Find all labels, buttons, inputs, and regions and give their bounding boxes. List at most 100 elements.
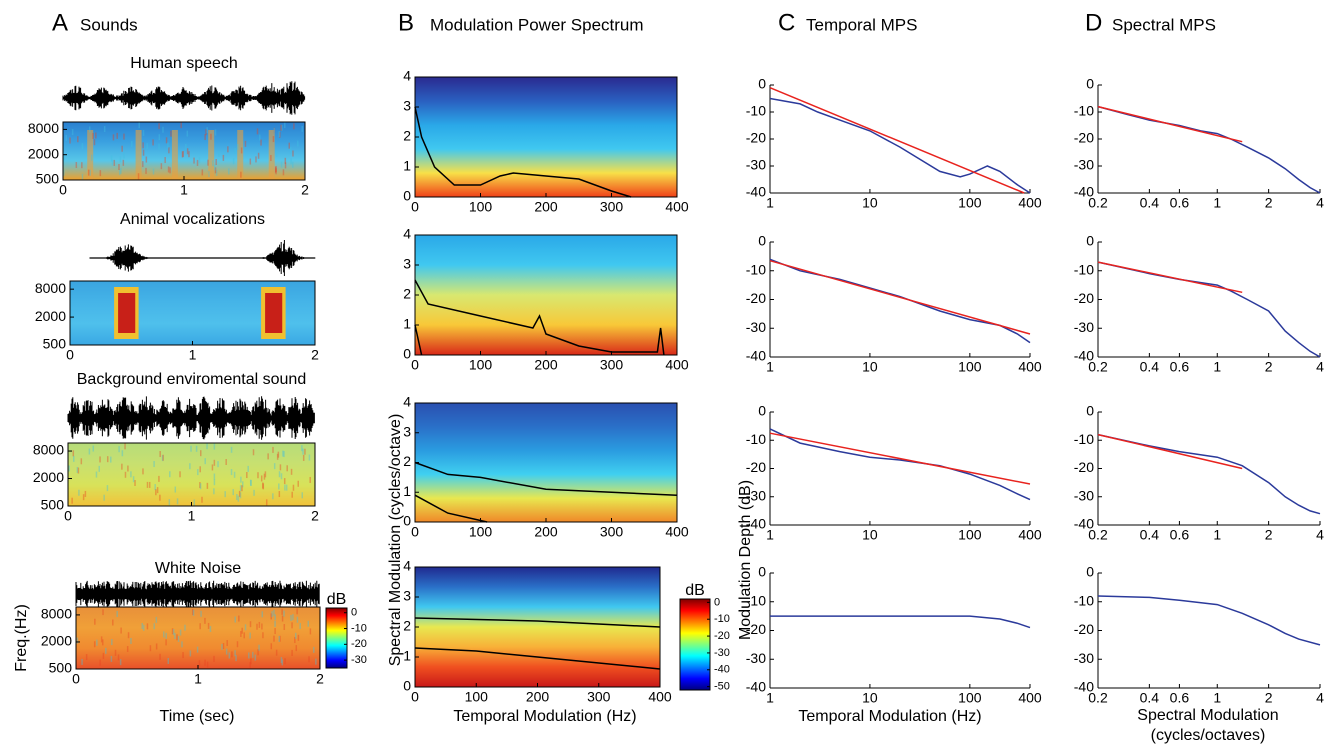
heatmap-texture: [204, 617, 206, 624]
heatmap-texture: [172, 629, 175, 636]
heatmap-texture: [211, 464, 214, 471]
y-tick-label: 500: [36, 171, 60, 187]
y-tick-label: -10: [1074, 103, 1094, 119]
heatmap-texture: [234, 147, 236, 154]
line: [1097, 433, 1243, 470]
x-tick-label: 400: [665, 524, 689, 540]
heatmap-texture: [302, 448, 304, 455]
y-tick-label: 500: [43, 336, 67, 352]
heatmap-texture: [281, 608, 283, 615]
y-tick-label: 1: [403, 483, 411, 499]
heatmap-texture: [110, 155, 113, 162]
heatmap-texture: [292, 161, 294, 168]
heatmap-texture: [81, 173, 84, 180]
heatmap-texture: [84, 490, 87, 497]
heatmap-texture: [264, 471, 267, 478]
heatmap-texture: [285, 484, 288, 491]
heatmap-texture: [152, 168, 155, 175]
heatmap-texture: [120, 167, 122, 174]
x-tick-label: 1: [766, 359, 774, 375]
heatmap-texture: [111, 159, 114, 166]
heatmap-texture: [278, 491, 281, 498]
x-tick-label: 0: [411, 199, 419, 215]
heatmap-texture: [261, 623, 263, 630]
heatmap-texture: [280, 161, 283, 168]
panel-title: Spectral MPS: [1112, 15, 1216, 34]
heatmap-texture: [118, 446, 120, 453]
heatmap-texture: [278, 483, 280, 490]
x-tick-label: 100: [958, 195, 982, 211]
x-tick-label: 200: [526, 689, 550, 705]
x-tick-label: 4: [1316, 359, 1324, 375]
heatmap-texture: [164, 157, 166, 164]
heatmap-texture: [174, 632, 176, 639]
x-tick-label: 0.4: [1140, 527, 1160, 543]
x-tick-label: 300: [600, 199, 624, 215]
y-tick-label: -40: [746, 184, 766, 200]
heatmap-texture: [198, 660, 201, 667]
heatmap-texture: [237, 143, 239, 150]
heatmap-texture: [289, 147, 292, 154]
heatmap-texture: [161, 455, 164, 462]
heatmap-texture: [159, 451, 161, 458]
heatmap-texture: [277, 451, 280, 458]
heatmap-texture: [278, 130, 280, 137]
heatmap-texture: [240, 630, 242, 637]
heatmap: [415, 403, 677, 522]
heatmap-texture: [102, 639, 104, 646]
heatmap-texture: [81, 143, 84, 150]
heatmap-texture: [206, 127, 208, 134]
heatmap-texture: [116, 610, 118, 617]
heatmap-texture: [207, 159, 209, 166]
heatmap-texture: [226, 640, 228, 647]
x-tick-label: 1: [766, 195, 774, 211]
waveform: [89, 240, 316, 276]
heatmap-texture: [181, 641, 183, 648]
heatmap-texture: [281, 124, 283, 131]
y-tick-label: 1: [403, 158, 411, 174]
heatmap-texture: [179, 471, 181, 478]
heatmap-texture: [94, 618, 96, 625]
x-tick-label: 0: [411, 357, 419, 373]
heatmap-texture: [260, 139, 262, 146]
heatmap-texture: [261, 611, 264, 618]
heatmap-texture: [159, 653, 161, 660]
heatmap-texture: [68, 465, 70, 472]
heatmap-texture: [163, 631, 165, 638]
x-tick-label: 200: [534, 524, 558, 540]
heatmap-texture: [236, 494, 238, 501]
y-tick-label: -30: [1074, 157, 1094, 173]
y-tick-label: 3: [403, 423, 411, 439]
y-tick-label: 0: [758, 76, 766, 92]
heatmap-texture: [100, 636, 103, 643]
heatmap-texture: [113, 159, 116, 166]
waveform: [75, 580, 320, 608]
heatmap-texture: [204, 134, 206, 141]
x-tick-label: 10: [862, 527, 878, 543]
x-tick-label: 100: [958, 690, 982, 706]
y-tick-label: -10: [746, 592, 766, 608]
x-tick-label: 0.2: [1088, 690, 1108, 706]
heatmap-band: [268, 130, 275, 180]
heatmap-texture: [267, 453, 269, 460]
heatmap-texture: [93, 641, 96, 648]
heatmap-texture: [280, 473, 283, 480]
y-tick-label: -20: [746, 459, 766, 475]
heatmap-texture: [112, 134, 115, 141]
heatmap-texture: [283, 451, 285, 458]
heatmap-texture: [213, 479, 216, 486]
heatmap-texture: [119, 659, 122, 666]
heatmap-texture: [124, 471, 127, 478]
heatmap-texture: [76, 466, 79, 473]
heatmap-texture: [63, 169, 65, 176]
heatmap-texture: [82, 494, 85, 501]
heatmap-texture: [120, 627, 122, 634]
x-tick-label: 0: [66, 347, 74, 363]
heatmap-texture: [286, 465, 288, 472]
heatmap-texture: [121, 450, 124, 457]
contour-line: [414, 494, 488, 523]
panel-title: Temporal MPS: [806, 15, 917, 34]
heatmap-texture: [165, 632, 167, 639]
x-tick-label: 1: [1213, 359, 1221, 375]
heatmap-texture: [283, 624, 286, 631]
